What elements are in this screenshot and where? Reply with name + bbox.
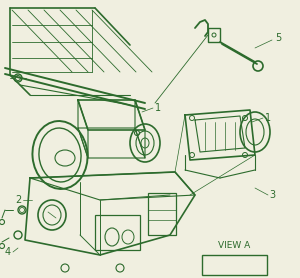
Text: 3: 3	[269, 190, 275, 200]
Text: 4: 4	[5, 247, 11, 257]
Text: 1: 1	[265, 113, 271, 123]
Text: VIEW A: VIEW A	[218, 240, 250, 249]
Bar	[148, 193, 176, 235]
Bar	[202, 255, 267, 275]
Text: 1: 1	[155, 103, 161, 113]
Text: 2: 2	[15, 195, 21, 205]
Text: 5: 5	[275, 33, 281, 43]
Bar	[208, 28, 220, 42]
Bar	[95, 215, 140, 250]
